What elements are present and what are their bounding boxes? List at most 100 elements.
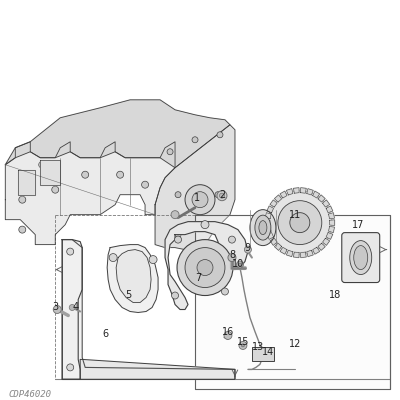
Circle shape <box>215 232 221 238</box>
Circle shape <box>242 344 244 347</box>
Text: 12: 12 <box>289 340 301 350</box>
Polygon shape <box>155 125 235 250</box>
Polygon shape <box>318 195 325 202</box>
Circle shape <box>185 185 215 215</box>
Text: 4: 4 <box>72 302 78 312</box>
Polygon shape <box>313 247 320 254</box>
Bar <box>252 348 274 362</box>
Circle shape <box>39 161 46 168</box>
Text: 3: 3 <box>52 302 58 312</box>
Circle shape <box>228 236 236 243</box>
Polygon shape <box>270 200 277 207</box>
Text: 10: 10 <box>232 258 244 268</box>
Text: 14: 14 <box>262 348 274 358</box>
Text: 16: 16 <box>222 328 234 338</box>
Polygon shape <box>326 206 333 213</box>
Text: 17: 17 <box>352 220 364 230</box>
Circle shape <box>290 213 310 233</box>
Polygon shape <box>280 247 287 254</box>
Text: 5: 5 <box>125 290 131 300</box>
Polygon shape <box>294 252 299 258</box>
Polygon shape <box>62 240 82 379</box>
Polygon shape <box>307 189 313 195</box>
Ellipse shape <box>259 221 267 235</box>
Polygon shape <box>300 252 306 258</box>
Polygon shape <box>307 250 313 257</box>
Polygon shape <box>286 189 293 195</box>
Ellipse shape <box>250 210 276 246</box>
Ellipse shape <box>350 241 372 274</box>
Circle shape <box>149 256 157 264</box>
Polygon shape <box>5 142 175 245</box>
Circle shape <box>174 236 182 243</box>
Ellipse shape <box>354 246 368 270</box>
Circle shape <box>69 304 75 310</box>
Circle shape <box>117 171 124 178</box>
Circle shape <box>217 132 223 138</box>
Circle shape <box>175 192 181 198</box>
Polygon shape <box>165 222 248 310</box>
Circle shape <box>239 342 247 350</box>
Text: 2: 2 <box>219 190 225 200</box>
Polygon shape <box>328 213 334 219</box>
Text: 9: 9 <box>245 242 251 252</box>
Polygon shape <box>326 232 333 239</box>
Circle shape <box>224 332 232 340</box>
Circle shape <box>197 260 213 276</box>
Circle shape <box>67 364 74 371</box>
Text: 1: 1 <box>194 193 200 203</box>
Polygon shape <box>274 243 282 250</box>
Polygon shape <box>267 232 274 239</box>
Text: 18: 18 <box>329 290 341 300</box>
Polygon shape <box>195 215 390 389</box>
Polygon shape <box>265 213 271 219</box>
Circle shape <box>244 246 252 253</box>
Text: 6: 6 <box>102 330 108 340</box>
Circle shape <box>238 263 242 266</box>
Polygon shape <box>265 226 271 233</box>
Polygon shape <box>313 191 320 198</box>
FancyBboxPatch shape <box>342 233 380 282</box>
Circle shape <box>171 211 179 219</box>
Polygon shape <box>328 226 334 233</box>
Circle shape <box>236 261 244 268</box>
Polygon shape <box>318 243 325 250</box>
Circle shape <box>19 226 26 233</box>
Polygon shape <box>322 238 330 245</box>
Circle shape <box>53 306 61 314</box>
Polygon shape <box>116 250 151 302</box>
Polygon shape <box>107 245 158 312</box>
Circle shape <box>278 201 322 245</box>
Circle shape <box>142 181 148 188</box>
Text: 13: 13 <box>252 342 264 352</box>
Circle shape <box>52 186 59 193</box>
Polygon shape <box>300 188 306 193</box>
Circle shape <box>82 171 89 178</box>
Circle shape <box>222 288 228 295</box>
Polygon shape <box>330 220 335 226</box>
Polygon shape <box>270 238 277 245</box>
Polygon shape <box>322 200 330 207</box>
Polygon shape <box>274 195 282 202</box>
Polygon shape <box>40 160 60 185</box>
Circle shape <box>192 192 208 208</box>
Circle shape <box>268 191 332 254</box>
Polygon shape <box>265 220 270 226</box>
Text: CDP46020: CDP46020 <box>8 390 51 399</box>
Polygon shape <box>18 170 35 195</box>
Circle shape <box>67 248 74 255</box>
Text: 11: 11 <box>289 210 301 220</box>
Polygon shape <box>62 360 235 379</box>
Circle shape <box>19 196 26 203</box>
Ellipse shape <box>255 215 271 240</box>
Circle shape <box>175 232 181 238</box>
Circle shape <box>192 137 198 143</box>
Circle shape <box>228 254 236 262</box>
Circle shape <box>109 254 117 262</box>
Circle shape <box>201 221 209 229</box>
Polygon shape <box>286 250 293 257</box>
Polygon shape <box>294 188 299 193</box>
Polygon shape <box>62 240 235 379</box>
Circle shape <box>185 248 225 288</box>
Circle shape <box>177 240 233 296</box>
